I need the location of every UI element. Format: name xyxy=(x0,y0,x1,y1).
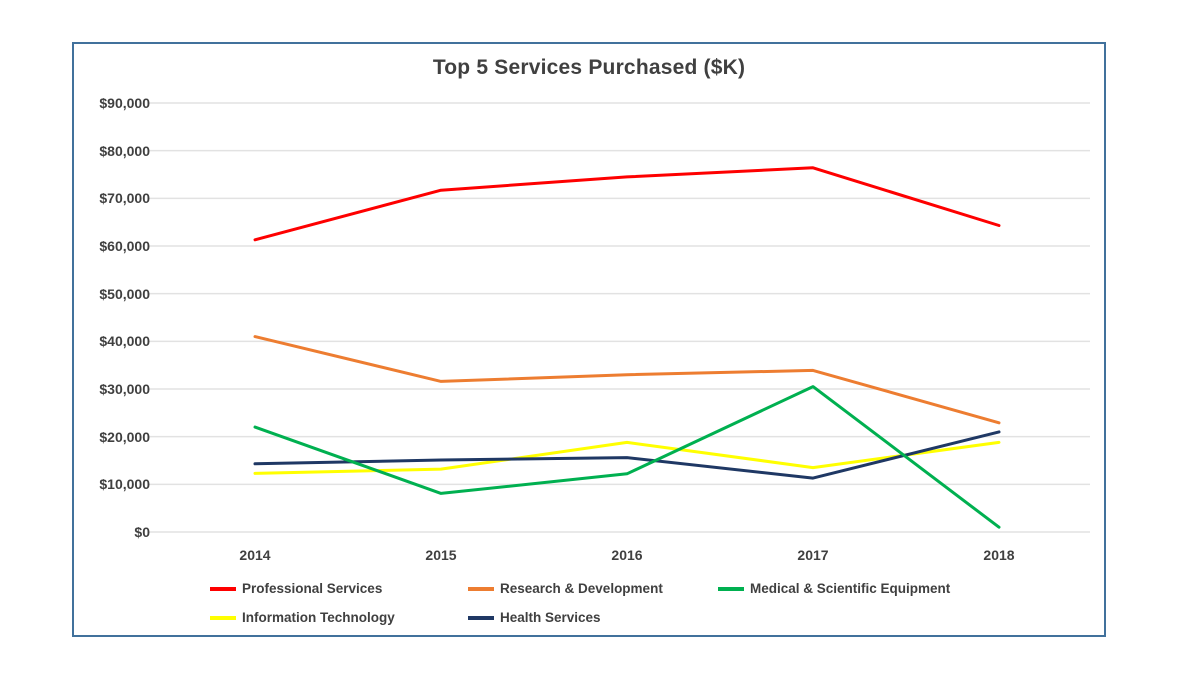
series-line-research-development xyxy=(253,335,1001,425)
legend-line-swatch-icon xyxy=(468,615,494,620)
legend-label: Health Services xyxy=(500,610,601,625)
legend-label: Information Technology xyxy=(242,610,395,625)
x-tick-label: 2015 xyxy=(425,547,457,563)
series-line-professional-services xyxy=(253,166,1001,242)
legend-line-swatch-icon xyxy=(210,615,236,620)
x-tick-label: 2014 xyxy=(239,547,271,563)
y-tick-label: $30,000 xyxy=(99,381,150,397)
legend-item-information-technology: Information Technology xyxy=(210,603,468,632)
chart-legend: Professional Services Research & Developm… xyxy=(210,574,950,632)
y-tick-label: $90,000 xyxy=(99,95,150,111)
y-tick-label: $70,000 xyxy=(99,190,150,207)
legend-label: Professional Services xyxy=(242,581,383,596)
y-tick-label: $40,000 xyxy=(99,333,150,350)
chart-title: Top 5 Services Purchased ($K) xyxy=(432,56,746,79)
x-tick-label: 2017 xyxy=(797,547,829,563)
legend-item-professional-services: Professional Services xyxy=(210,574,468,603)
y-tick-label: $20,000 xyxy=(99,428,150,445)
x-tick-label: 2016 xyxy=(611,547,643,563)
y-tick-label: $10,000 xyxy=(99,476,150,493)
series-line-medical-scientific-equipment xyxy=(253,385,1001,529)
x-tick-label: 2018 xyxy=(983,547,1015,563)
legend-label: Medical & Scientific Equipment xyxy=(750,581,951,596)
legend-line-swatch-icon xyxy=(718,586,744,591)
legend-line-swatch-icon xyxy=(468,586,494,591)
legend-label: Research & Development xyxy=(500,581,663,596)
legend-item-research-development: Research & Development xyxy=(468,574,718,603)
legend-line-swatch-icon xyxy=(210,586,236,591)
y-tick-label: $50,000 xyxy=(99,285,150,302)
y-tick-label: $80,000 xyxy=(99,142,150,159)
chart-plot-area xyxy=(148,102,1090,533)
legend-item-health-services: Health Services xyxy=(468,603,718,632)
y-tick-label: $0 xyxy=(134,524,150,540)
legend-item-medical-scientific-equipment: Medical & Scientific Equipment xyxy=(718,574,950,603)
series-line-health-services xyxy=(253,430,1001,480)
y-tick-label: $60,000 xyxy=(99,238,150,254)
chart-frame: Top 5 Services Purchased ($K) $0 $10,000 $… xyxy=(72,42,1106,637)
